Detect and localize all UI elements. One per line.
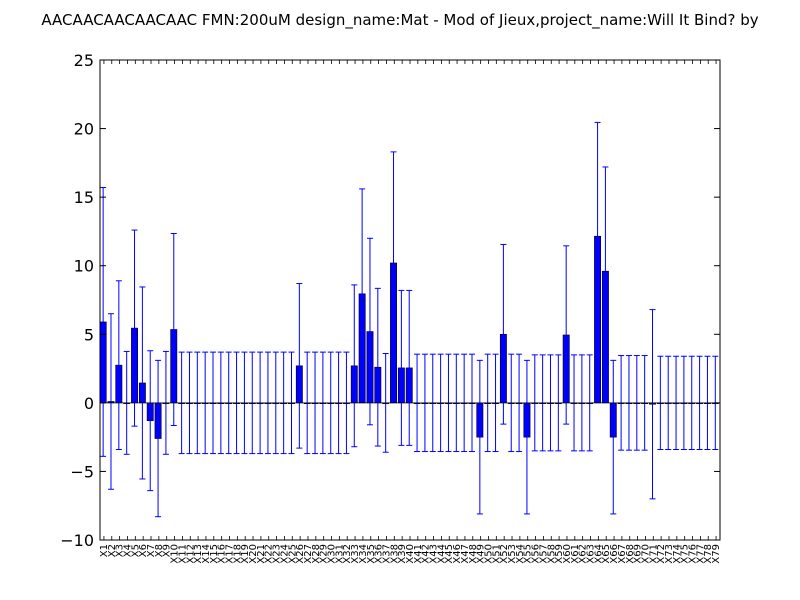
x-tick-label-X79: X79 [711, 544, 722, 564]
x-tick-label-X67: X67 [617, 544, 628, 564]
x-tick-label-X69: X69 [633, 544, 644, 564]
x-tick-label-X70: X70 [640, 544, 651, 564]
x-tick-label-X63: X63 [586, 544, 597, 564]
x-tick-label-X3: X3 [115, 544, 126, 557]
x-tick-label-X24: X24 [279, 544, 290, 564]
y-tick-label-0: 0 [84, 394, 94, 413]
x-tick-label-X11: X11 [177, 544, 188, 564]
x-tick-label-X75: X75 [680, 544, 691, 564]
x-tick-label-X48: X48 [468, 544, 479, 564]
x-tick-label-X39: X39 [397, 544, 408, 564]
x-tick-label-X44: X44 [436, 544, 447, 564]
y-tick-label-20: 20 [74, 120, 94, 139]
x-tick-label-X64: X64 [593, 544, 604, 564]
x-tick-label-X1: X1 [99, 544, 110, 557]
x-tick-label-X8: X8 [154, 544, 165, 557]
chart-title: AACAACAACAACAAC FMN:200uM design_name:Ma… [41, 11, 759, 29]
x-tick-label-X72: X72 [656, 544, 667, 564]
x-tick-label-X54: X54 [515, 544, 526, 564]
x-tick-label-X32: X32 [342, 544, 353, 564]
x-tick-label-X53: X53 [507, 544, 518, 564]
y-tick-label-5: 5 [84, 325, 94, 344]
y-tick-label--5: −5 [70, 462, 94, 481]
x-tick-label-X10: X10 [170, 544, 181, 564]
x-tick-label-X9: X9 [162, 544, 173, 557]
x-tick-label-X76: X76 [688, 544, 699, 564]
x-tick-label-X62: X62 [578, 544, 589, 564]
x-tick-label-X27: X27 [303, 544, 314, 564]
y-tick-label--10: −10 [60, 531, 94, 550]
x-tick-label-X7: X7 [146, 544, 157, 557]
x-tick-label-X34: X34 [358, 544, 369, 564]
x-tick-label-X46: X46 [452, 544, 463, 564]
x-tick-label-X33: X33 [350, 544, 361, 564]
x-tick-label-X36: X36 [374, 544, 385, 564]
x-tick-label-X22: X22 [264, 544, 275, 564]
x-tick-label-X18: X18 [232, 544, 243, 564]
x-tick-label-X12: X12 [185, 544, 196, 564]
x-tick-label-X28: X28 [311, 544, 322, 564]
x-tick-label-X65: X65 [601, 544, 612, 564]
x-tick-label-X23: X23 [272, 544, 283, 564]
x-tick-label-X59: X59 [554, 544, 565, 564]
plot-frame [99, 59, 721, 541]
x-tick-label-X50: X50 [483, 544, 494, 564]
x-tick-label-X51: X51 [491, 544, 502, 564]
x-tick-label-X40: X40 [405, 544, 416, 564]
x-tick-label-X52: X52 [499, 544, 510, 564]
x-tick-label-X43: X43 [429, 544, 440, 564]
x-tick-label-X77: X77 [695, 544, 706, 564]
x-tick-label-X26: X26 [295, 544, 306, 564]
x-tick-label-X17: X17 [224, 544, 235, 564]
x-tick-label-X37: X37 [381, 544, 392, 564]
x-tick-label-X25: X25 [287, 544, 298, 564]
y-tick-label-15: 15 [74, 188, 94, 207]
x-tick-label-X45: X45 [444, 544, 455, 564]
x-tick-label-X4: X4 [122, 544, 133, 557]
x-tick-label-X14: X14 [201, 544, 212, 564]
x-tick-label-X29: X29 [319, 544, 330, 564]
x-tick-label-X49: X49 [476, 544, 487, 564]
x-tick-label-X42: X42 [421, 544, 432, 564]
x-tick-label-X21: X21 [256, 544, 267, 564]
x-tick-label-X68: X68 [625, 544, 636, 564]
y-tick-label-10: 10 [74, 257, 94, 276]
x-tick-label-X30: X30 [327, 544, 338, 564]
x-tick-label-X61: X61 [570, 544, 581, 564]
x-tick-label-X6: X6 [138, 544, 149, 557]
x-tick-label-X60: X60 [562, 544, 573, 564]
x-tick-label-X5: X5 [130, 544, 141, 557]
x-tick-label-X31: X31 [334, 544, 345, 564]
x-tick-label-X35: X35 [366, 544, 377, 564]
x-tick-label-X73: X73 [664, 544, 675, 564]
x-tick-label-X15: X15 [209, 544, 220, 564]
y-tick-label-25: 25 [74, 51, 94, 70]
x-tick-label-X41: X41 [413, 544, 424, 564]
x-tick-label-X13: X13 [193, 544, 204, 564]
x-tick-label-X66: X66 [609, 544, 620, 564]
x-tick-label-X55: X55 [523, 544, 534, 564]
x-tick-label-X56: X56 [531, 544, 542, 564]
error-bars-layer [100, 121, 719, 518]
axes-layer [99, 59, 721, 541]
x-tick-label-X47: X47 [460, 544, 471, 564]
x-tick-label-X71: X71 [648, 544, 659, 564]
x-tick-label-X2: X2 [107, 544, 118, 557]
x-tick-label-X58: X58 [546, 544, 557, 564]
x-tick-label-X20: X20 [248, 544, 259, 564]
x-tick-label-X19: X19 [240, 544, 251, 564]
tick-labels-layer: X1X2X3X4X5X6X7X8X9X10X11X12X13X14X15X16X… [60, 51, 722, 564]
x-tick-label-X38: X38 [389, 544, 400, 564]
x-tick-label-X16: X16 [217, 544, 228, 564]
x-tick-label-X78: X78 [703, 544, 714, 564]
x-tick-label-X57: X57 [538, 544, 549, 564]
x-tick-label-X74: X74 [672, 544, 683, 564]
